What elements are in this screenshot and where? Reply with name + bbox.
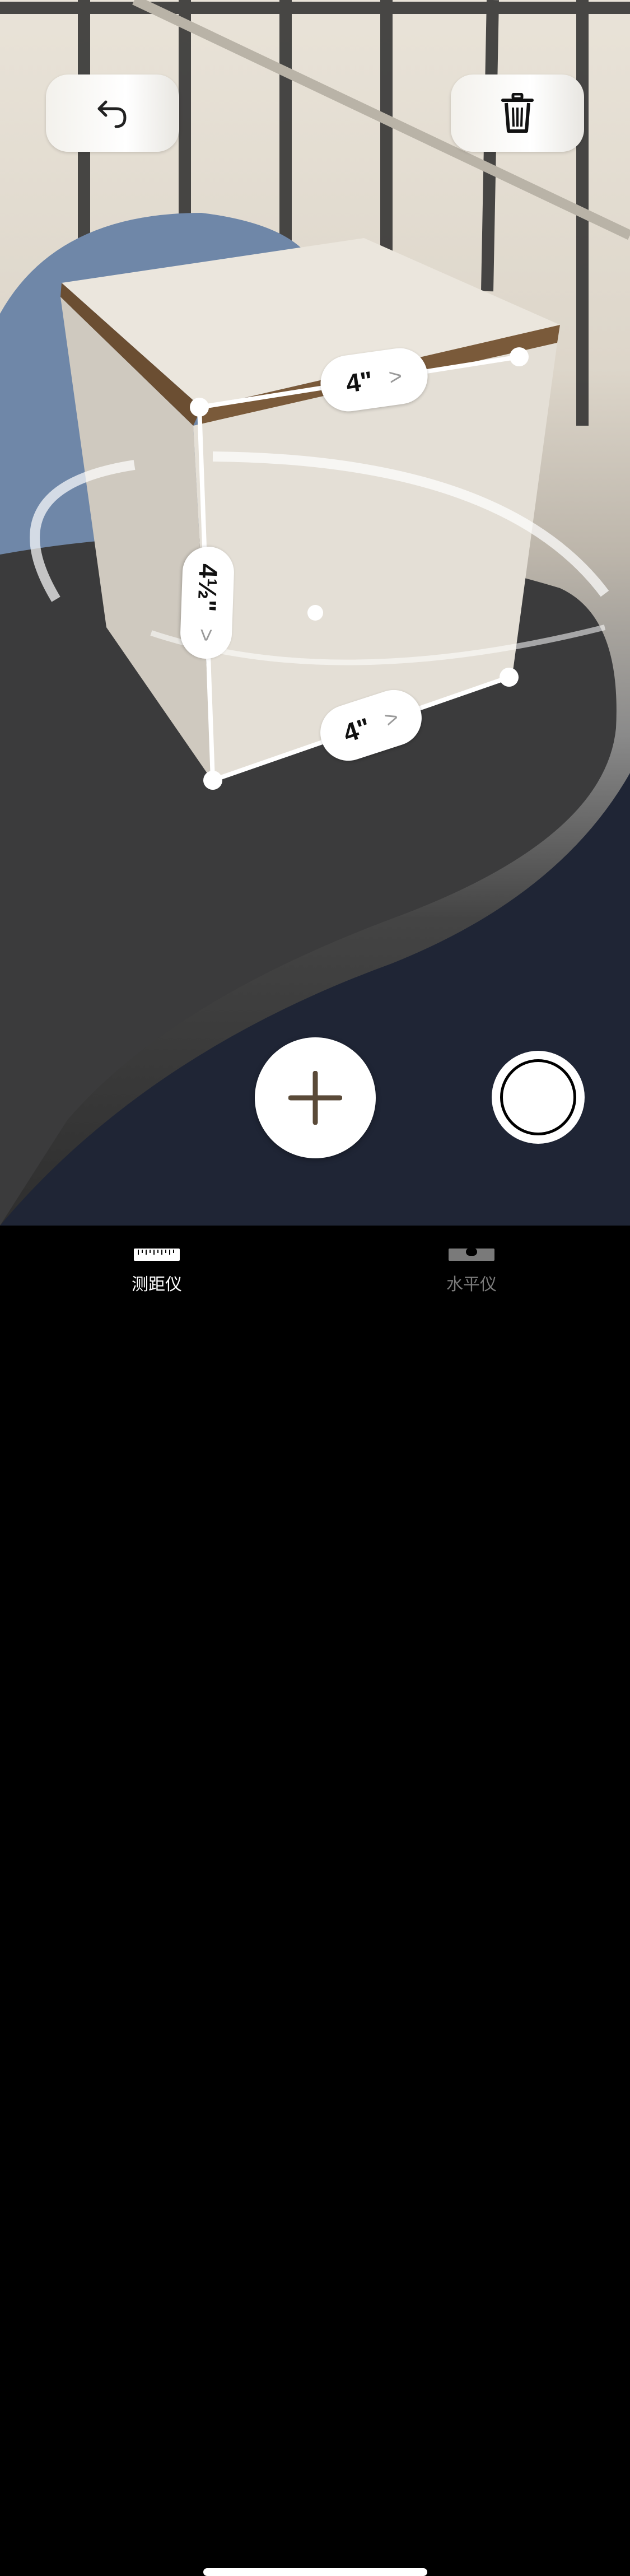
tab-level-label: 水平仪: [446, 1275, 497, 1294]
home-indicator: [203, 2568, 427, 2576]
trash-icon: [501, 93, 534, 133]
undo-icon: [97, 100, 127, 128]
shutter-ring-icon: [500, 1059, 576, 1135]
clear-button[interactable]: [451, 74, 584, 152]
measurement-label-vertical[interactable]: 4½" >: [179, 546, 235, 660]
capture-button[interactable]: [492, 1051, 585, 1144]
add-point-button[interactable]: [255, 1037, 376, 1158]
chevron-right-icon: >: [387, 363, 404, 390]
tab-level[interactable]: 水平仪: [399, 1248, 544, 1310]
tab-measure[interactable]: 测距仪: [84, 1248, 230, 1310]
chevron-right-icon: >: [381, 705, 402, 733]
camera-view[interactable]: 4" > 4½" > 4" >: [0, 0, 630, 1226]
level-icon: [449, 1248, 494, 1261]
tab-measure-label: 测距仪: [132, 1275, 182, 1294]
ruler-icon: [134, 1249, 180, 1261]
chevron-right-icon: >: [194, 628, 219, 642]
measurement-value-top: 4": [344, 365, 375, 398]
tab-bar: 测距仪 水平仪: [0, 1226, 630, 2576]
undo-button[interactable]: [46, 74, 179, 152]
plus-icon: [288, 1071, 342, 1125]
measurement-value-vertical: 4½": [192, 563, 223, 613]
measurement-value-bottom: 4": [339, 712, 374, 748]
